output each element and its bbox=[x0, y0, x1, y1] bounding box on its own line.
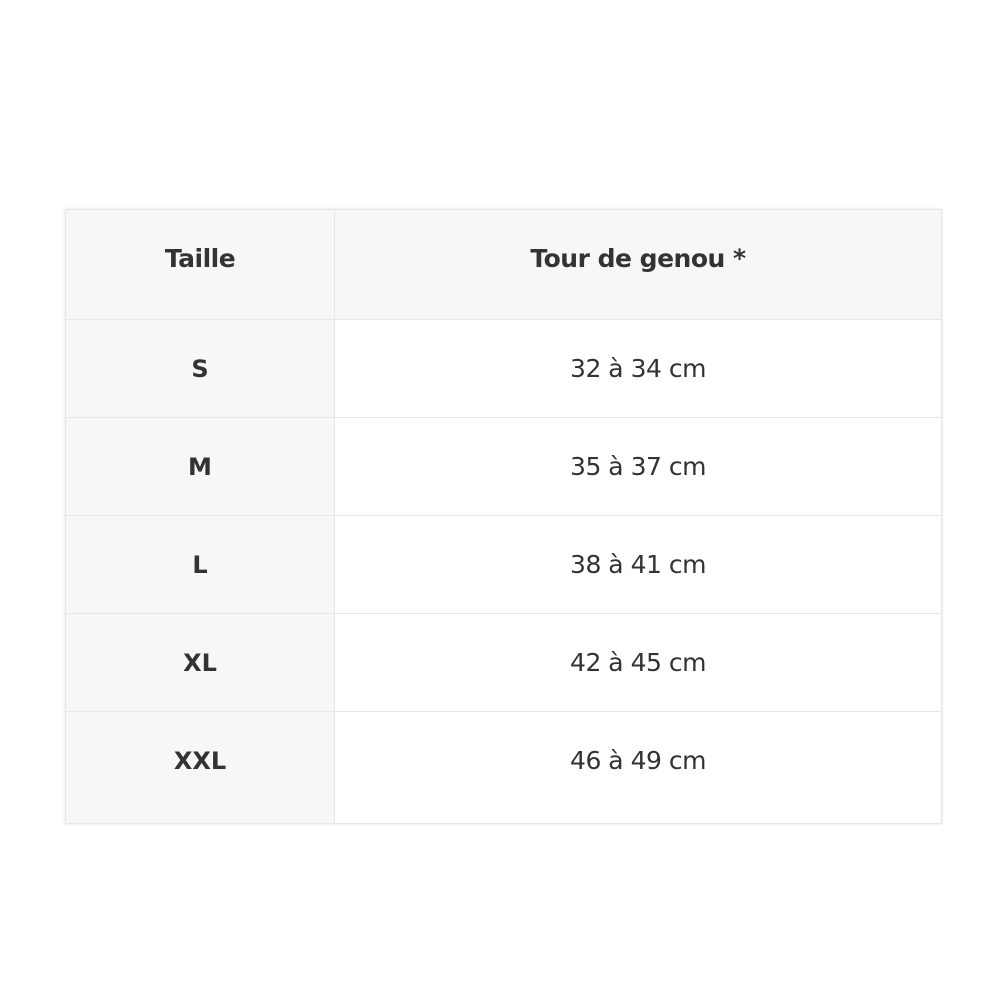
size-cell: L bbox=[65, 515, 335, 614]
size-cell: M bbox=[65, 417, 335, 516]
table-row: S 32 à 34 cm bbox=[65, 319, 942, 418]
value-cell: 46 à 49 cm bbox=[334, 711, 942, 824]
header-knee-circumference: Tour de genou * bbox=[334, 209, 942, 320]
size-table: Taille Tour de genou * S 32 à 34 cm M 35… bbox=[65, 209, 942, 824]
value-cell: 32 à 34 cm bbox=[334, 319, 942, 418]
table-row: XL 42 à 45 cm bbox=[65, 613, 942, 712]
size-cell: S bbox=[65, 319, 335, 418]
value-cell: 42 à 45 cm bbox=[334, 613, 942, 712]
table-row: M 35 à 37 cm bbox=[65, 417, 942, 516]
table-row: L 38 à 41 cm bbox=[65, 515, 942, 614]
header-size: Taille bbox=[65, 209, 335, 320]
value-cell: 38 à 41 cm bbox=[334, 515, 942, 614]
size-cell: XXL bbox=[65, 711, 335, 824]
table-row: XXL 46 à 49 cm bbox=[65, 711, 942, 824]
header-row: Taille Tour de genou * bbox=[65, 209, 942, 320]
size-cell: XL bbox=[65, 613, 335, 712]
value-cell: 35 à 37 cm bbox=[334, 417, 942, 516]
